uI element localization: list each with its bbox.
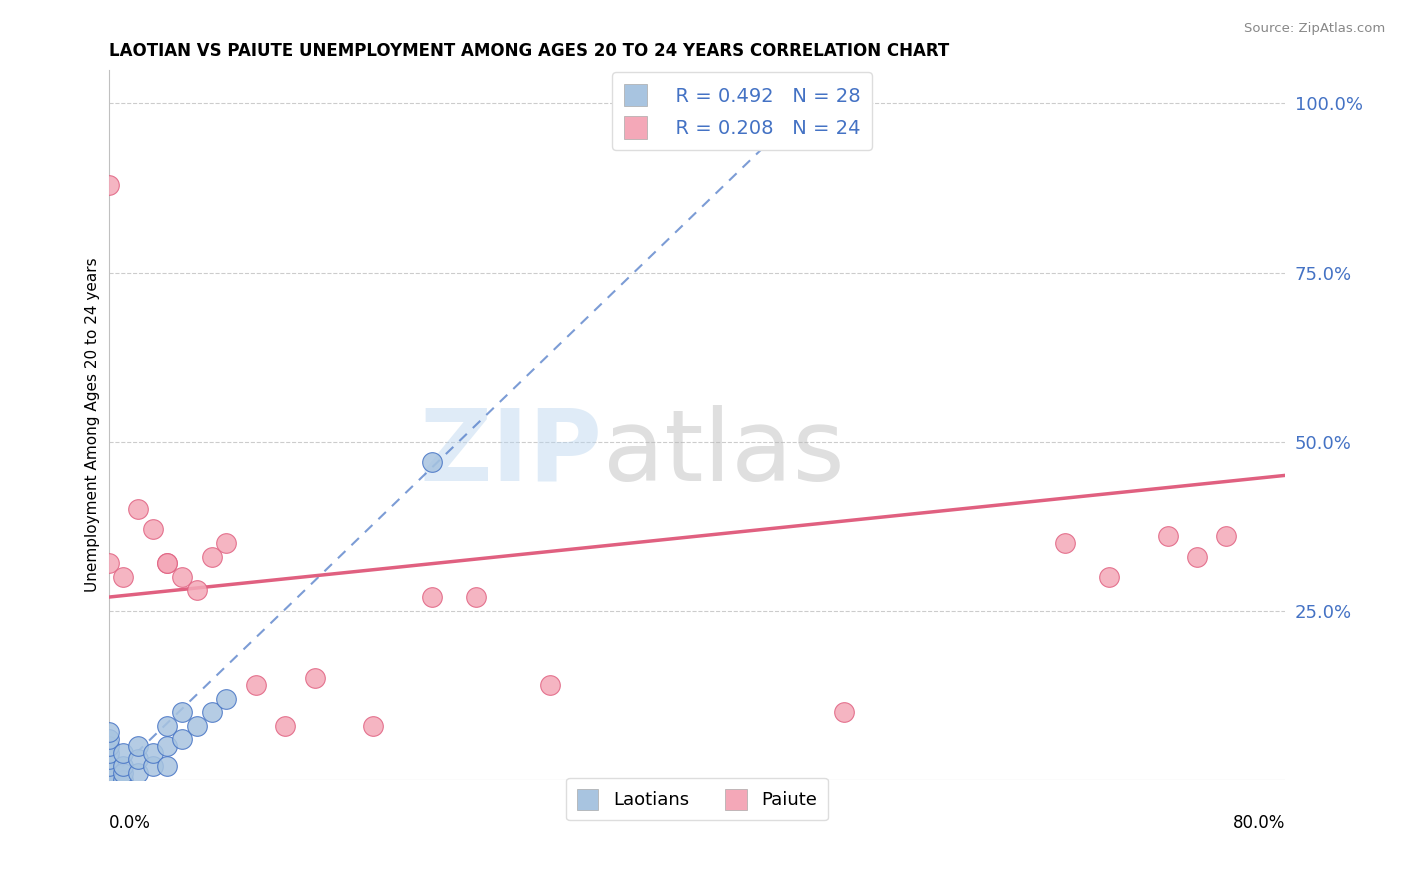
Point: [112, 765, 135, 780]
Point: [112, 772, 135, 787]
Text: atlas: atlas: [603, 405, 845, 501]
Point: [142, 746, 165, 760]
Point: [200, 549, 222, 564]
Point: [127, 739, 149, 753]
Point: [1098, 570, 1121, 584]
Point: [200, 705, 222, 719]
Point: [97, 746, 120, 760]
Point: [156, 556, 179, 570]
Text: 0.0%: 0.0%: [108, 814, 150, 832]
Point: [215, 691, 238, 706]
Point: [97, 759, 120, 773]
Point: [1215, 529, 1237, 543]
Point: [112, 759, 135, 773]
Point: [112, 746, 135, 760]
Point: [186, 583, 208, 598]
Point: [832, 705, 855, 719]
Point: [186, 718, 208, 732]
Point: [142, 523, 165, 537]
Text: Source: ZipAtlas.com: Source: ZipAtlas.com: [1244, 22, 1385, 36]
Point: [97, 772, 120, 787]
Point: [97, 765, 120, 780]
Point: [97, 772, 120, 787]
Point: [465, 590, 488, 604]
Point: [112, 570, 135, 584]
Point: [420, 590, 443, 604]
Text: ZIP: ZIP: [420, 405, 603, 501]
Point: [156, 718, 179, 732]
Point: [363, 718, 385, 732]
Point: [127, 765, 149, 780]
Point: [156, 759, 179, 773]
Point: [1053, 536, 1076, 550]
Point: [172, 732, 194, 747]
Point: [127, 752, 149, 766]
Point: [304, 671, 326, 685]
Point: [142, 759, 165, 773]
Point: [97, 556, 120, 570]
Text: LAOTIAN VS PAIUTE UNEMPLOYMENT AMONG AGES 20 TO 24 YEARS CORRELATION CHART: LAOTIAN VS PAIUTE UNEMPLOYMENT AMONG AGE…: [108, 42, 949, 60]
Point: [215, 536, 238, 550]
Point: [1156, 529, 1178, 543]
Point: [274, 718, 297, 732]
Point: [127, 502, 149, 516]
Point: [97, 752, 120, 766]
Point: [97, 765, 120, 780]
Text: 80.0%: 80.0%: [1233, 814, 1285, 832]
Point: [156, 556, 179, 570]
Point: [172, 570, 194, 584]
Y-axis label: Unemployment Among Ages 20 to 24 years: Unemployment Among Ages 20 to 24 years: [86, 258, 100, 592]
Point: [420, 455, 443, 469]
Point: [156, 739, 179, 753]
Legend: Laotians, Paiute: Laotians, Paiute: [565, 778, 828, 821]
Point: [97, 725, 120, 739]
Point: [97, 739, 120, 753]
Point: [172, 705, 194, 719]
Point: [538, 678, 561, 692]
Point: [1185, 549, 1208, 564]
Point: [245, 678, 267, 692]
Point: [97, 178, 120, 192]
Point: [97, 732, 120, 747]
